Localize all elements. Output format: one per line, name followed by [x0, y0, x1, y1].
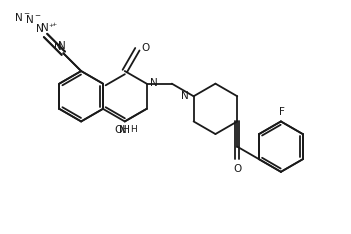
- Text: N: N: [36, 24, 44, 34]
- Text: N: N: [54, 42, 61, 52]
- Text: $^+$: $^+$: [47, 22, 55, 31]
- Text: N: N: [150, 78, 157, 88]
- Text: H: H: [130, 125, 137, 134]
- Text: O: O: [233, 164, 241, 174]
- Text: N: N: [181, 91, 189, 101]
- Text: OH: OH: [115, 125, 131, 135]
- Text: N: N: [59, 41, 66, 51]
- Text: N$^-$: N$^-$: [14, 11, 31, 23]
- Text: O: O: [141, 43, 150, 53]
- Text: N$^-$: N$^-$: [25, 13, 42, 25]
- Text: N: N: [41, 23, 48, 33]
- Text: $^+$: $^+$: [51, 22, 58, 30]
- Text: F: F: [279, 107, 285, 117]
- Text: N: N: [119, 125, 127, 135]
